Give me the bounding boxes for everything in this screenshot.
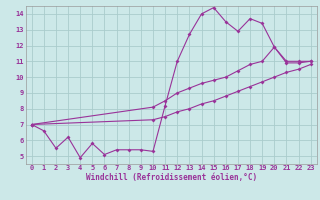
X-axis label: Windchill (Refroidissement éolien,°C): Windchill (Refroidissement éolien,°C) [86, 173, 257, 182]
